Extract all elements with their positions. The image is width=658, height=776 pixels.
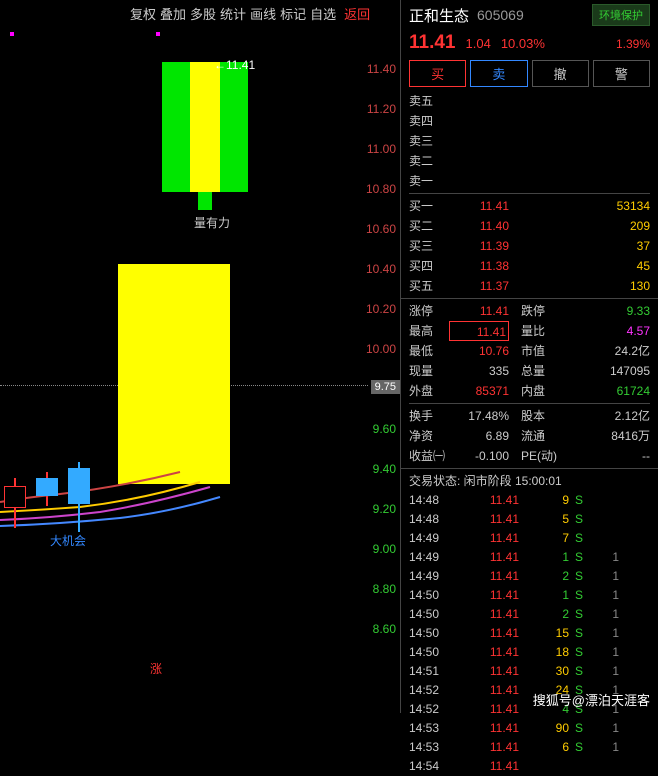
toolbar: 复权 叠加 多股 统计 画线 标记 自选 返回 (130, 4, 370, 23)
info-row: 最高11.41量比4.57 (409, 321, 650, 341)
last-price: 11.41 (409, 32, 456, 54)
price-pct: 10.03% (501, 36, 545, 51)
tick-row: 14:5311.4190S1 (409, 719, 650, 738)
info-row: 现量335总量147095 (409, 361, 650, 381)
ytick: 10.20 (366, 302, 396, 316)
tick-list[interactable]: 14:4811.419S14:4811.415S14:4911.417S14:4… (401, 491, 658, 776)
trade-status: 交易状态: 闲市阶段 15:00:01 (401, 471, 658, 491)
buy-button[interactable]: 买 (409, 60, 466, 87)
tb-fuquan[interactable]: 复权 (130, 4, 156, 23)
bid-row: 买一11.4153134 (409, 196, 650, 216)
dot-2 (156, 32, 160, 36)
label-volume: 量有力 (194, 214, 230, 231)
tick-row: 14:5011.4115S1 (409, 624, 650, 643)
ytick: 11.00 (367, 142, 396, 156)
kline-chart[interactable]: 11.40 11.20 11.00 10.80 10.60 10.40 10.20 10.00… (0, 22, 400, 713)
ytick: 11.20 (367, 102, 396, 116)
bid-row: 买三11.3937 (409, 236, 650, 256)
info-row: 外盘85371内盘61724 (409, 381, 650, 401)
ytick: 10.00 (366, 342, 396, 356)
tick-row: 14:5011.411S1 (409, 586, 650, 605)
ask-row: 卖四 (409, 111, 650, 131)
tick-row: 14:5011.4118S1 (409, 643, 650, 662)
bid-row: 买四11.3845 (409, 256, 650, 276)
tick-row: 14:4911.412S1 (409, 567, 650, 586)
tick-row: 14:4911.417S (409, 529, 650, 548)
tick-row: 14:5011.412S1 (409, 605, 650, 624)
tick-row: 14:4911.411S1 (409, 548, 650, 567)
ytick: 9.60 (373, 422, 396, 436)
ask-row: 卖五 (409, 91, 650, 111)
stock-info: 涨停11.41跌停9.33最高11.41量比4.57最低10.76市值24.2亿… (401, 301, 658, 466)
info-row: 涨停11.41跌停9.33 (409, 301, 650, 321)
tick-row: 14:4811.419S (409, 491, 650, 510)
tick-row: 14:5111.4130S1 (409, 662, 650, 681)
tb-mark[interactable]: 标记 (280, 4, 306, 23)
label-zhang: 涨 (150, 660, 162, 677)
dot-1 (10, 32, 14, 36)
ytick: 8.80 (373, 582, 396, 596)
stock-header: 正和生态 605069 环境保护 (401, 0, 658, 30)
sector-pct: 1.39% (616, 37, 650, 51)
tick-row: 14:5411.41 (409, 757, 650, 776)
tb-stats[interactable]: 统计 (220, 4, 246, 23)
label-price-top: ←11.41 (214, 58, 255, 72)
tick-row: 14:4811.415S (409, 510, 650, 529)
label-chance: 大机会 (50, 532, 86, 549)
ytick: 11.40 (367, 62, 396, 76)
current-price-tag: 9.75 (371, 380, 400, 394)
price-change: 1.04 (466, 36, 491, 51)
trade-buttons: 买 卖 撤 警 (401, 60, 658, 91)
price-line: 11.41 1.04 10.03% 1.39% (401, 30, 658, 60)
bid-row: 买二11.40209 (409, 216, 650, 236)
alert-button[interactable]: 警 (593, 60, 650, 87)
cancel-button[interactable]: 撤 (532, 60, 589, 87)
quote-panel: 正和生态 605069 环境保护 11.41 1.04 10.03% 1.39%… (400, 0, 658, 713)
info-row: 换手17.48%股本2.12亿 (409, 406, 650, 426)
info-row: 净资6.89流通8416万 (409, 426, 650, 446)
sector-tag[interactable]: 环境保护 (592, 4, 650, 26)
tb-return[interactable]: 返回 (344, 4, 370, 23)
ytick: 9.00 (373, 542, 396, 556)
ytick: 9.40 (373, 462, 396, 476)
ytick: 9.20 (373, 502, 396, 516)
bid-row: 买五11.37130 (409, 276, 650, 296)
tb-fav[interactable]: 自选 (310, 4, 336, 23)
ask-row: 卖二 (409, 151, 650, 171)
ytick: 10.40 (366, 262, 396, 276)
ytick: 8.60 (373, 622, 396, 636)
status-text: 交易状态: 闲市阶段 15:00:01 (409, 471, 562, 491)
tick-row: 14:5311.416S1 (409, 738, 650, 757)
order-book: 卖五卖四卖三卖二卖一买一11.4153134买二11.40209买三11.393… (401, 91, 658, 296)
candle-big-yellow (118, 264, 230, 484)
info-row: 收益㈠-0.100PE(动)-- (409, 446, 650, 466)
tb-draw[interactable]: 画线 (250, 4, 276, 23)
ask-row: 卖三 (409, 131, 650, 151)
stock-code: 605069 (477, 7, 524, 23)
ytick: 10.80 (366, 182, 396, 196)
ask-row: 卖一 (409, 171, 650, 191)
candle-top (162, 62, 248, 192)
sell-button[interactable]: 卖 (470, 60, 527, 87)
tb-overlay[interactable]: 叠加 (160, 4, 186, 23)
ytick: 10.60 (366, 222, 396, 236)
tb-multi[interactable]: 多股 (190, 4, 216, 23)
stock-name[interactable]: 正和生态 (409, 5, 469, 26)
info-row: 最低10.76市值24.2亿 (409, 341, 650, 361)
watermark: 搜狐号@漂泊天涯客 (533, 690, 650, 709)
